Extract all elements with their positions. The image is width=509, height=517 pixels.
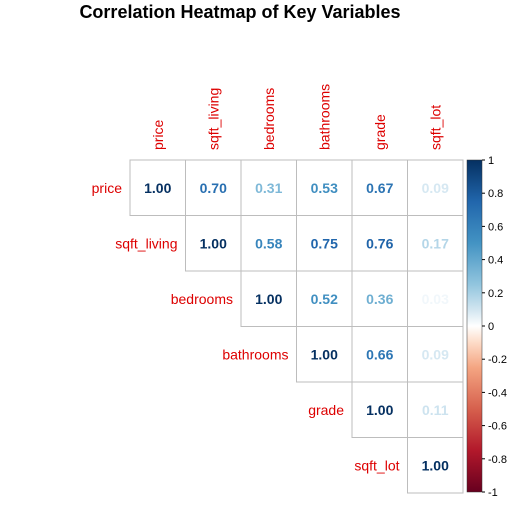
- heatmap-cell: [351, 215, 408, 272]
- column-label-bathrooms: bathrooms: [316, 84, 332, 150]
- color-legend-tick-label: 1: [488, 155, 494, 167]
- cell-value-label: 0.03: [422, 291, 449, 307]
- cell-value-label: 0.53: [311, 180, 338, 196]
- heatmap-cell: [407, 159, 464, 216]
- cell-value-label: 0.58: [255, 235, 282, 251]
- column-label-bedrooms: bedrooms: [261, 88, 277, 150]
- cell-value-label: 1.00: [366, 402, 393, 418]
- heatmap-cell: [351, 381, 408, 438]
- cell-value-label: 1.00: [311, 346, 338, 362]
- cell-value-label: 0.36: [366, 291, 393, 307]
- color-legend: 1 0.8 0.6 0.4 0.2 0 -0.2 -0.4 -0.6 -0.8 -1: [466, 155, 507, 499]
- cell-value-label: 1.00: [200, 235, 227, 251]
- heatmap-cell: [129, 159, 186, 216]
- cell-value-label: 0.67: [366, 180, 393, 196]
- cell-value-label: 0.31: [255, 180, 282, 196]
- color-legend-tick-label: 0.6: [488, 221, 503, 233]
- row-label-bathrooms: bathrooms: [222, 346, 288, 362]
- heatmap-cell: [240, 159, 297, 216]
- cell-value-label: 0.66: [366, 346, 393, 362]
- row-label-price: price: [92, 180, 123, 196]
- heatmap-cell: [185, 159, 242, 216]
- heatmap-cell: [407, 215, 464, 272]
- color-legend-bar: [466, 159, 483, 493]
- heatmap-cell: [407, 326, 464, 383]
- cell-value-label: 1.00: [422, 457, 449, 473]
- cell-value-label: 0.76: [366, 235, 393, 251]
- cell-value-label: 0.11: [422, 402, 449, 418]
- color-legend-tick-label: -0.2: [488, 354, 507, 366]
- heatmap-cell: [185, 215, 242, 272]
- heatmap-cell: [407, 381, 464, 438]
- cell-value-label: 0.70: [200, 180, 227, 196]
- column-label-sqft-lot: sqft_lot: [427, 105, 443, 150]
- heatmap-cell: [296, 326, 353, 383]
- row-label-sqft-living: sqft_living: [115, 235, 177, 251]
- row-label-bedrooms: bedrooms: [171, 291, 233, 307]
- column-label-price: price: [150, 119, 166, 150]
- color-legend-tick-label: -0.6: [488, 421, 507, 433]
- cell-value-label: 0.17: [422, 235, 449, 251]
- color-legend-tick-label: -0.4: [488, 387, 507, 399]
- cell-value-label: 1.00: [144, 180, 171, 196]
- column-label-grade: grade: [372, 114, 388, 150]
- heatmap-cell: [351, 270, 408, 327]
- cell-value-label: 0.09: [422, 346, 449, 362]
- heatmap-cell: [240, 270, 297, 327]
- chart-title: Correlation Heatmap of Key Variables: [79, 2, 400, 22]
- row-label-grade: grade: [308, 402, 344, 418]
- heatmap-cell: [240, 215, 297, 272]
- column-labels: price sqft_living bedrooms bathrooms grade sq…: [150, 84, 444, 150]
- row-label-sqft-lot: sqft_lot: [354, 457, 399, 473]
- cell-value-label: 1.00: [255, 291, 282, 307]
- color-legend-tick-label: 0: [488, 321, 494, 333]
- heatmap-cell: [351, 326, 408, 383]
- color-legend-tick-label: 0.2: [488, 288, 503, 300]
- column-label-sqft-living: sqft_living: [205, 88, 221, 150]
- color-legend-tick-label: -1: [488, 487, 498, 499]
- row-labels: price sqft_living bedrooms bathrooms grade sq…: [92, 180, 400, 474]
- cell-value-label: 0.52: [311, 291, 338, 307]
- color-legend-tick-label: 0.8: [488, 188, 503, 200]
- heatmap-cell: [407, 437, 464, 494]
- color-legend-tick-label: -0.8: [488, 454, 507, 466]
- cell-value-label: 0.09: [422, 180, 449, 196]
- cell-value-label: 0.75: [311, 235, 338, 251]
- color-legend-tick-label: 0.4: [488, 255, 503, 267]
- heatmap-cells: 1.00 0.70 0.31 0.53 0.67 0.09 1.00 0.58 0.75 0.76…: [129, 159, 464, 494]
